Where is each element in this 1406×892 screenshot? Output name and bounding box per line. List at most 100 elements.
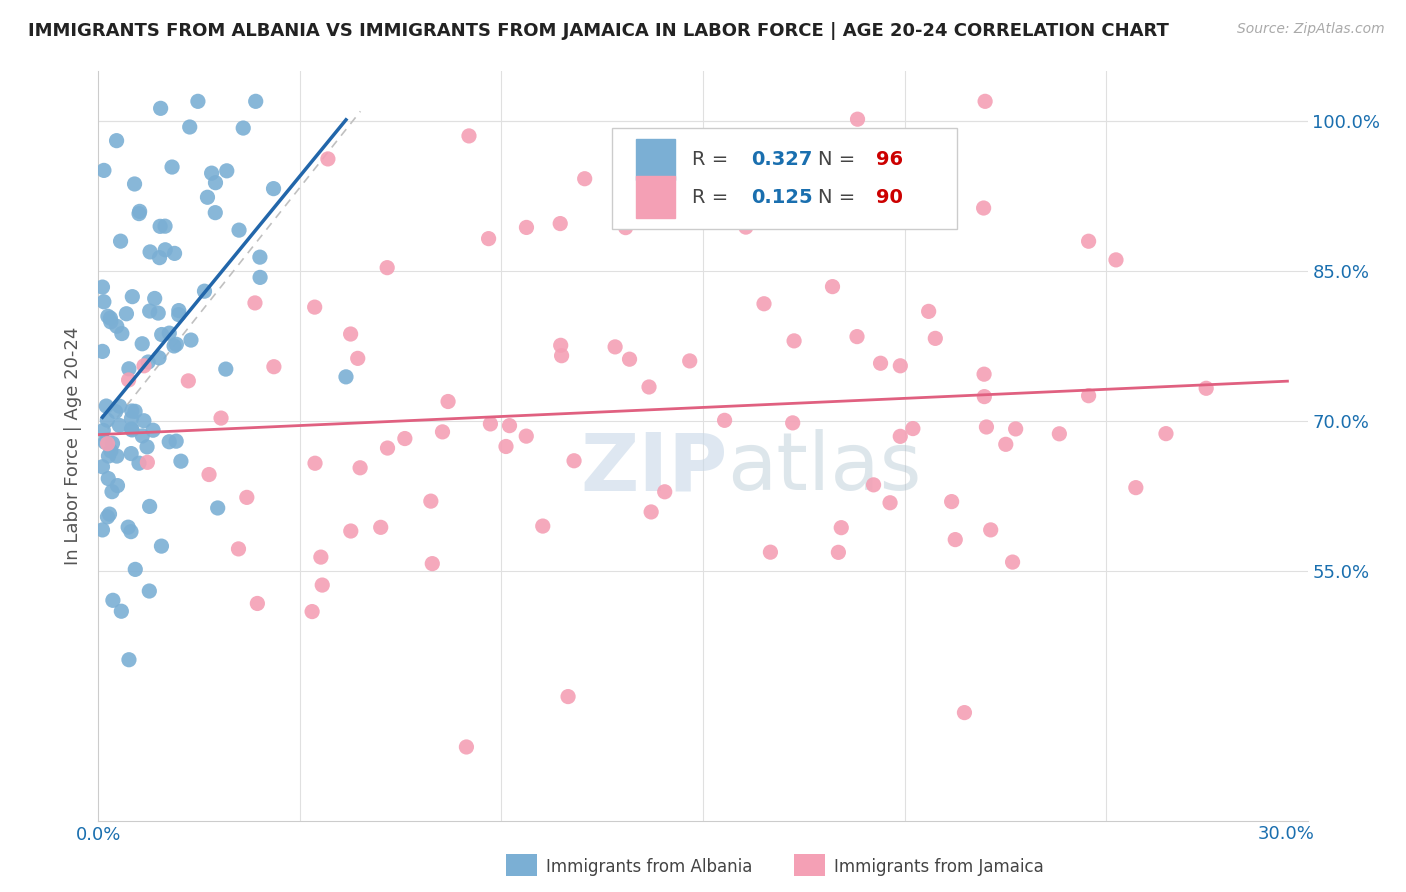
Point xyxy=(150,539,173,553)
Point xyxy=(207,500,229,515)
Text: 0.125: 0.125 xyxy=(751,187,813,207)
Point xyxy=(108,418,131,433)
Point xyxy=(830,521,852,535)
Point xyxy=(121,411,143,425)
Point xyxy=(101,436,124,450)
Point xyxy=(246,597,269,611)
Point xyxy=(375,260,398,275)
Point xyxy=(124,562,146,576)
Point xyxy=(209,411,232,425)
Point xyxy=(901,421,924,435)
Point xyxy=(165,434,187,449)
Point xyxy=(94,435,117,450)
Text: N =: N = xyxy=(818,187,862,207)
Point xyxy=(495,440,517,454)
Point xyxy=(131,336,153,351)
Text: Immigrants from Jamaica: Immigrants from Jamaica xyxy=(834,858,1043,876)
Point xyxy=(201,166,224,180)
Point xyxy=(245,95,267,109)
Point xyxy=(349,460,371,475)
Point xyxy=(228,223,250,237)
Point xyxy=(100,443,122,458)
Point xyxy=(97,310,120,324)
Point xyxy=(339,326,361,341)
Point xyxy=(128,204,150,219)
Point xyxy=(136,455,159,469)
Point xyxy=(187,95,209,109)
Point xyxy=(550,338,572,352)
Point xyxy=(557,690,579,704)
Point xyxy=(136,440,159,454)
Point xyxy=(96,413,118,427)
Point xyxy=(679,354,702,368)
Point xyxy=(100,311,122,326)
Point xyxy=(105,134,128,148)
Point xyxy=(117,520,139,534)
Point xyxy=(249,250,271,264)
Point xyxy=(1001,555,1024,569)
Point xyxy=(752,297,775,311)
Point xyxy=(301,605,323,619)
Point xyxy=(101,593,124,607)
Point xyxy=(148,306,170,320)
Point xyxy=(107,478,129,492)
Bar xyxy=(637,177,675,218)
Point xyxy=(862,478,884,492)
Point xyxy=(236,491,259,505)
Point xyxy=(654,484,676,499)
Text: atlas: atlas xyxy=(727,429,921,508)
Point xyxy=(115,307,138,321)
Point xyxy=(973,367,995,381)
Point xyxy=(204,205,226,219)
Point xyxy=(976,420,998,434)
Text: 0.327: 0.327 xyxy=(751,150,813,169)
Point xyxy=(953,706,976,720)
Point xyxy=(149,219,172,234)
Point xyxy=(821,279,844,293)
Point xyxy=(232,121,254,136)
Point xyxy=(1105,252,1128,267)
Point xyxy=(346,351,368,366)
Point xyxy=(370,520,392,534)
Point xyxy=(304,300,326,314)
Point xyxy=(120,524,142,539)
Text: 90: 90 xyxy=(876,187,903,207)
Point xyxy=(419,494,441,508)
Point xyxy=(138,500,160,514)
Point xyxy=(91,344,114,359)
Point xyxy=(163,339,186,353)
Point xyxy=(96,509,118,524)
Point xyxy=(335,369,357,384)
Point xyxy=(179,120,201,134)
Point xyxy=(974,95,997,109)
Point xyxy=(420,557,443,571)
Point xyxy=(339,524,361,538)
Point xyxy=(160,160,183,174)
Point xyxy=(153,219,176,234)
Point xyxy=(515,220,537,235)
Point xyxy=(128,456,150,470)
Text: R =: R = xyxy=(692,150,734,169)
Point xyxy=(93,294,115,309)
Point xyxy=(243,296,266,310)
Point xyxy=(479,417,502,431)
Point xyxy=(118,361,141,376)
Point xyxy=(193,284,215,298)
Text: R =: R = xyxy=(692,187,734,207)
Point xyxy=(105,319,128,334)
Point xyxy=(1004,422,1026,436)
Point xyxy=(432,425,454,439)
Point xyxy=(110,234,132,248)
Point xyxy=(713,413,735,427)
Point xyxy=(132,359,155,373)
Point xyxy=(846,112,869,127)
Point xyxy=(124,404,146,418)
Point xyxy=(131,429,153,443)
Point xyxy=(170,454,193,468)
Point xyxy=(603,340,626,354)
Point xyxy=(309,550,332,565)
Point xyxy=(143,292,166,306)
Point xyxy=(437,394,460,409)
Point xyxy=(98,507,121,521)
Point xyxy=(394,432,416,446)
